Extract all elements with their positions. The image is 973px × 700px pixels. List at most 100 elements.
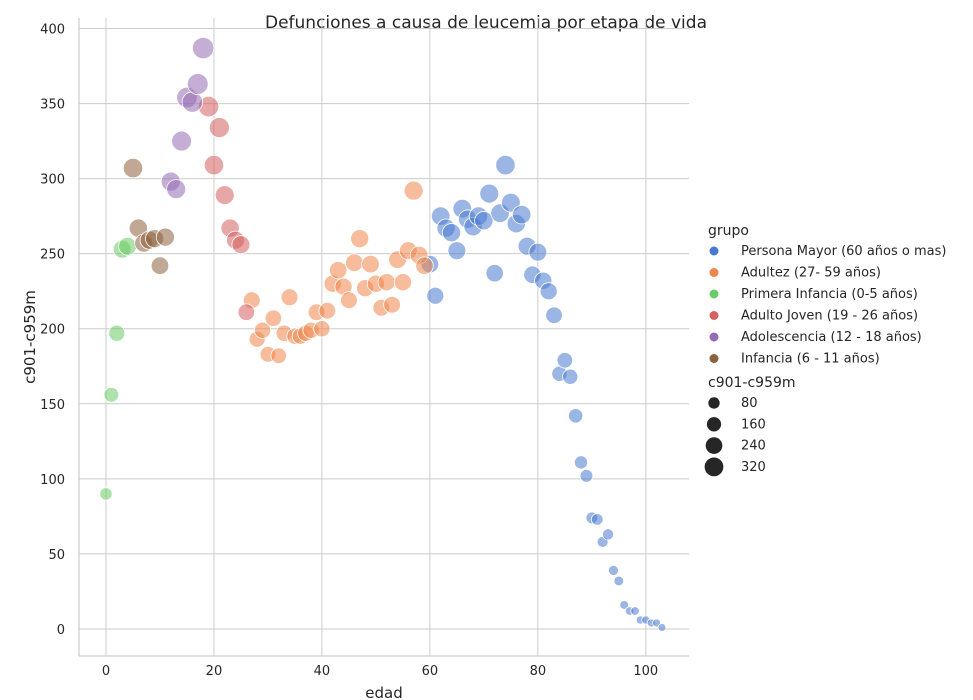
legend-marker (709, 289, 719, 299)
y-tick-label: 400 (40, 23, 65, 38)
data-point (237, 303, 256, 321)
data-point (122, 158, 144, 179)
y-tick-label: 50 (48, 548, 65, 563)
legend-size-marker (704, 457, 724, 477)
legend-size-label: 160 (741, 417, 766, 432)
data-point (426, 286, 445, 305)
x-tick-labels: 0 20 40 60 80 100 (102, 664, 658, 679)
data-point (447, 241, 467, 261)
data-point (528, 242, 548, 262)
data-point (511, 204, 532, 225)
data-point (485, 264, 504, 283)
x-tick-label: 100 (633, 664, 658, 679)
data-point (619, 600, 630, 610)
data-point (495, 154, 516, 176)
legend-label: Adultez (27- 59 años) (741, 266, 881, 281)
data-point (264, 309, 283, 327)
data-point (607, 564, 619, 576)
data-point (630, 606, 640, 616)
legend-size-marker (705, 437, 723, 454)
data-point (361, 254, 380, 274)
data-point (539, 282, 558, 301)
y-tick-label: 100 (40, 473, 65, 488)
data-point (318, 301, 337, 320)
legend-marker (709, 354, 719, 363)
data-point (350, 229, 370, 249)
data-point (108, 324, 126, 342)
data-point (166, 179, 187, 200)
data-point (377, 273, 396, 292)
data-point (556, 352, 574, 369)
data-point (155, 227, 175, 247)
x-tick-label: 60 (422, 664, 439, 679)
x-tick-label: 40 (314, 664, 331, 679)
legend-label: Infancia (6 - 11 años) (741, 352, 880, 367)
data-point (270, 347, 288, 365)
data-point (415, 256, 434, 275)
data-point (208, 117, 230, 139)
data-point (99, 487, 113, 501)
legend-label: Adolescencia (12 - 18 años) (741, 330, 922, 345)
data-point (579, 469, 594, 483)
data-point (479, 183, 500, 204)
legend-size-label: 240 (741, 439, 766, 454)
data-point (214, 185, 235, 205)
y-tick-label: 200 (40, 323, 65, 338)
data-point (103, 386, 120, 403)
y-tick-label: 0 (57, 623, 65, 638)
data-point (403, 180, 424, 201)
data-point (192, 36, 215, 60)
legend-label: Primera Infancia (0-5 años) (741, 287, 918, 302)
y-tick-label: 300 (40, 173, 65, 188)
chart-title: Defunciones a causa de leucemia por etap… (265, 13, 707, 33)
data-point (545, 306, 563, 324)
legend-hue-title: grupo (708, 223, 749, 239)
x-tick-label: 80 (530, 664, 547, 679)
legend-label: Persona Mayor (60 años o mas) (741, 244, 946, 259)
grid-lines (79, 18, 689, 656)
y-tick-label: 250 (40, 248, 65, 263)
data-point (313, 320, 331, 338)
data-point (340, 291, 358, 310)
data-point (474, 211, 494, 231)
x-axis-label: edad (365, 684, 402, 700)
data-point (613, 575, 625, 587)
x-tick-label: 0 (102, 664, 110, 679)
x-tick-label: 20 (206, 664, 223, 679)
data-point (181, 91, 204, 113)
legend-size-label: 80 (741, 396, 758, 411)
data-point (602, 528, 615, 541)
data-point (171, 130, 192, 152)
data-point (345, 253, 364, 272)
legend-marker (709, 268, 719, 277)
data-point (280, 288, 299, 307)
legend-size-marker (706, 417, 722, 432)
data-point (393, 273, 412, 292)
legend: grupo Persona Mayor (60 años o mas) Adult… (704, 223, 946, 477)
legend-marker (709, 246, 719, 256)
y-tick-label: 150 (40, 398, 65, 413)
axes (78, 18, 689, 657)
data-point (150, 256, 170, 275)
data-points (99, 36, 667, 632)
data-point (203, 154, 225, 176)
y-axis-label: c901-c959m (21, 290, 39, 384)
legend-size-marker (708, 397, 720, 409)
y-tick-labels: 0 50 100 150 200 250 300 350 400 (40, 23, 65, 638)
data-point (253, 321, 272, 339)
y-tick-label: 350 (40, 98, 65, 113)
data-point (568, 408, 584, 424)
legend-marker (709, 311, 719, 320)
data-point (562, 368, 579, 385)
legend-size-title: c901-c959m (708, 375, 796, 391)
data-point (590, 513, 604, 526)
data-point (441, 223, 461, 243)
data-point (574, 455, 589, 470)
data-point (328, 261, 348, 280)
data-point (383, 295, 401, 314)
data-point (118, 236, 137, 256)
data-point (657, 623, 667, 632)
legend-label: Adulto Joven (19 - 26 años) (741, 309, 918, 324)
data-point (231, 235, 251, 255)
